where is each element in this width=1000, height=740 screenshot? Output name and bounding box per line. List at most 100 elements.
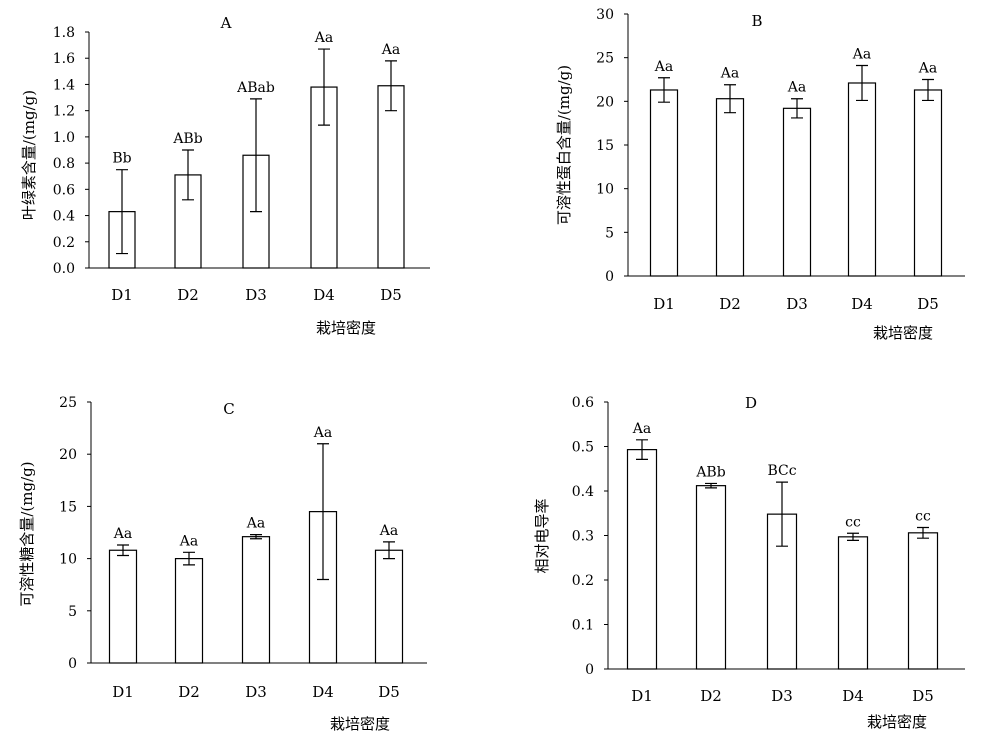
y-tick-label: 0.5 [572,440,594,456]
x-tick-label: D5 [378,683,400,701]
error-bar [705,482,717,489]
error-bar [317,443,329,581]
significance-label: Aa [720,66,739,82]
error-bar [318,48,330,126]
panel-title: D [745,394,757,412]
y-tick-label: 0.1 [572,618,594,634]
significance-label: Aa [113,526,132,542]
panel-title: B [751,12,762,30]
significance-label: cc [845,514,861,530]
significance-label: Aa [379,523,398,539]
x-ticks: D1 D2 D3 D4 D5 [631,687,934,705]
y-tick-label: 20 [596,94,614,110]
y-tick-label: 0.4 [572,484,594,500]
y-tick-label: 0.6 [53,182,75,198]
x-tick-label: D1 [111,286,133,304]
error-bar [182,149,194,201]
x-tick-label: D4 [313,286,335,304]
significance-label: Aa [246,516,265,532]
y-tick-label: 0.6 [572,395,594,411]
x-axis-label: 栽培密度 [867,713,927,731]
panel-a: A 0.0 0.2 0.4 0.6 0.8 1.0 1.2 1.4 1.6 1.8 Bb ABb AB… [20,14,430,337]
y-axis-label: 可溶性蛋白含量/(mg/g) [555,65,573,225]
y-tick-label: 1.6 [53,51,75,67]
significance-label: BCc [767,463,796,479]
panel-b: B 0 5 10 15 20 25 30 Aa Aa Aa Aa Aa D1 D2 D3 D4 D5 可溶性… [555,7,965,342]
y-axis-label: 相对电导率 [533,498,551,573]
y-tick-label: 0.2 [572,573,594,589]
y-ticks: 0 0.1 0.2 0.3 0.4 0.5 0.6 [572,395,608,678]
significance-label: ABab [236,80,275,96]
error-bar [922,78,934,102]
bar [907,532,939,670]
y-tick-label: 0 [605,269,614,285]
x-ticks: D1 D2 D3 D4 D5 [111,286,402,304]
y-tick-label: 0.4 [53,209,75,225]
bar [913,89,943,277]
significance-label: Aa [313,425,332,441]
x-tick-label: D2 [719,295,741,313]
significance-label: Aa [381,42,400,58]
x-tick-label: D4 [312,683,334,701]
error-bar [183,551,195,566]
y-tick-label: 25 [596,51,614,67]
y-tick-label: 0.2 [53,235,75,251]
error-bar [250,533,262,540]
significance-label: ABb [695,464,725,480]
x-tick-label: D5 [912,687,934,705]
significance-label: cc [915,508,931,524]
x-tick-label: D2 [178,683,200,701]
y-axis-label: 叶绿素含量/(mg/g) [20,90,38,220]
x-tick-label: D1 [112,683,134,701]
y-tick-label: 30 [596,7,614,23]
x-tick-label: D3 [245,683,267,701]
y-tick-label: 1.2 [53,104,75,120]
x-tick-label: D3 [245,286,267,304]
bar [715,98,745,277]
y-tick-label: 5 [605,225,614,241]
x-tick-label: D5 [917,295,939,313]
y-tick-label: 1.4 [53,77,75,93]
x-ticks: D1 D2 D3 D4 D5 [112,683,400,701]
y-tick-label: 0.8 [53,156,75,172]
bar [782,107,812,277]
error-bar [117,544,129,557]
error-bar [724,84,736,114]
y-tick-label: 0 [585,662,594,678]
x-tick-label: D4 [851,295,873,313]
bar [626,449,658,670]
significance-label: Aa [179,533,198,549]
y-tick-label: 0.3 [572,529,594,545]
bar [649,89,679,277]
error-bar [636,439,648,461]
x-tick-label: D2 [700,687,722,705]
x-axis-label: 栽培密度 [873,324,933,342]
x-tick-label: D1 [653,295,675,313]
bars: Bb ABb ABab Aa Aa [108,30,405,269]
bars: Aa Aa Aa Aa Aa [649,47,943,277]
bar [374,549,404,664]
bar [377,85,405,269]
y-axis-label: 可溶性糖含量/(mg/g) [18,461,36,606]
error-bar [116,169,128,255]
bar [847,82,877,277]
bar [174,557,204,664]
y-tick-label: 5 [68,604,77,620]
x-tick-label: D3 [771,687,793,705]
significance-label: Aa [918,61,937,77]
y-tick-label: 20 [59,447,77,463]
error-bar [917,526,929,539]
significance-label: Aa [787,80,806,96]
y-ticks: 0 5 10 15 20 25 30 [596,7,628,285]
error-bar [383,541,395,560]
panel-title: C [223,400,234,418]
bar [837,536,869,670]
significance-label: Aa [314,30,333,46]
x-tick-label: D4 [842,687,864,705]
y-tick-label: 1.8 [53,25,75,41]
y-tick-label: 15 [59,499,77,515]
y-tick-label: 1.0 [53,130,75,146]
bars: Aa ABb BCc cc cc [626,421,939,670]
y-tick-label: 10 [59,552,77,568]
significance-label: Aa [852,47,871,63]
